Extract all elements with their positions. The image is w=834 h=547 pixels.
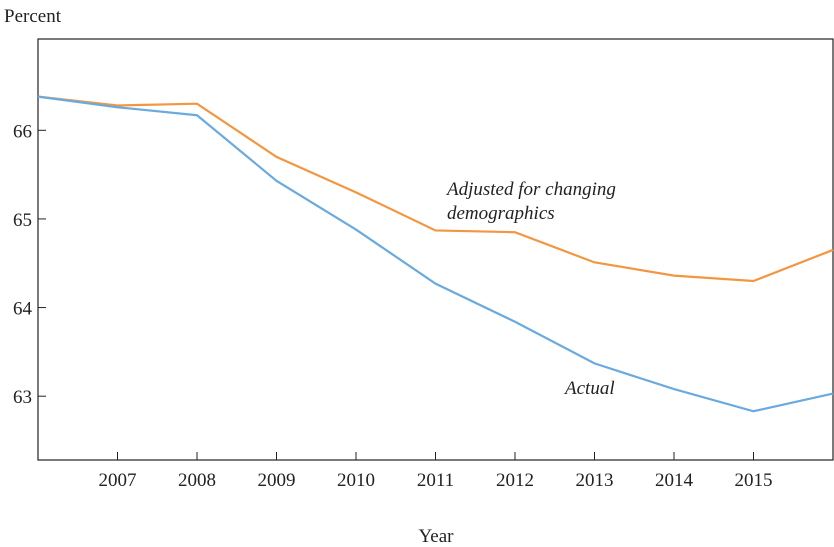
x-axis-label: Year [418, 526, 454, 547]
x-tick-label: 2011 [417, 470, 454, 491]
x-tick-label: 2010 [337, 470, 375, 491]
series-line [37, 95, 834, 283]
x-tick-label: 2009 [258, 470, 296, 491]
plot-frame [37, 38, 834, 461]
x-tick-label: 2015 [735, 470, 773, 491]
x-tick-label: 2012 [496, 470, 534, 491]
x-tick-label: 2008 [178, 470, 216, 491]
series-label: Actual [565, 378, 615, 399]
y-tick-label: 64 [13, 299, 33, 320]
y-tick-label: 63 [13, 387, 32, 408]
series-line [37, 95, 834, 413]
y-tick-label: 65 [13, 210, 32, 231]
x-tick-label: 2013 [576, 470, 614, 491]
y-tick-label: 66 [13, 121, 32, 142]
x-tick-label: 2014 [655, 470, 694, 491]
x-tick-label: 2007 [99, 470, 137, 491]
y-axis-label: Percent [4, 6, 62, 27]
series-label: Adjusted for changing demographics [447, 179, 616, 224]
